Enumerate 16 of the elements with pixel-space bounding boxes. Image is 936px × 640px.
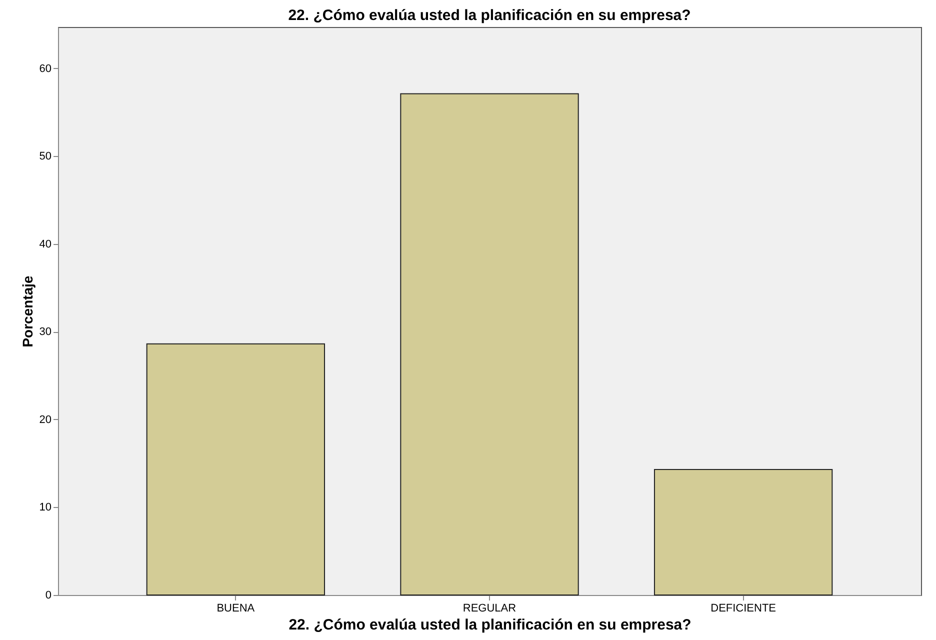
x-tick-label: BUENA (216, 602, 256, 614)
y-tick-label: 60 (39, 62, 52, 75)
chart-title: 22. ¿Cómo evalúa usted la planificación en su empresa? (288, 7, 691, 24)
bar (654, 468, 833, 596)
x-axis-title: 22. ¿Cómo evalúa usted la planificación en su empresa? (288, 616, 692, 634)
bar (400, 93, 579, 596)
y-tick-label: 0 (45, 590, 52, 602)
bar (146, 343, 326, 596)
y-tick-label: 20 (39, 414, 52, 426)
x-tick-label: REGULAR (462, 602, 516, 614)
x-tick-label: DEFICIENTE (710, 602, 776, 614)
y-tick-label: 30 (39, 326, 52, 338)
y-tick-label: 50 (39, 150, 52, 163)
y-axis-title: Porcentaje (19, 275, 36, 348)
y-tick-label: 10 (39, 502, 52, 514)
y-tick-label: 40 (39, 238, 52, 250)
